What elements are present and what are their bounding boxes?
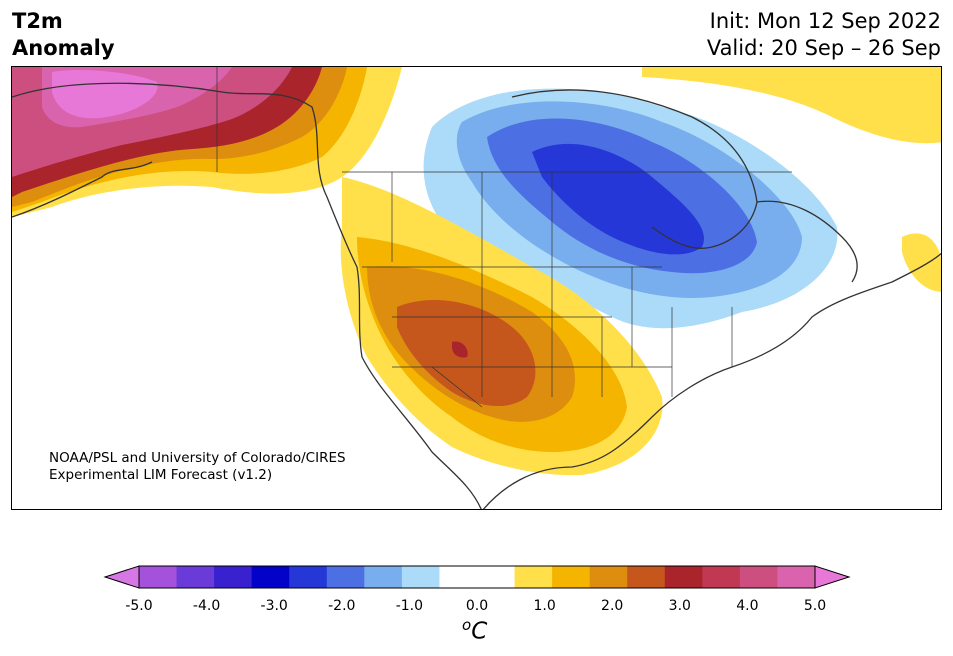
credit-line-2: Experimental LIM Forecast (v1.2) — [49, 467, 273, 483]
cool-anomaly-core — [532, 143, 704, 255]
colorbar-cell — [289, 566, 328, 588]
colorbar-tick-label: 3.0 — [668, 598, 691, 614]
title-line-2: Anomaly — [12, 36, 115, 60]
colorbar-tick-label: -1.0 — [395, 598, 424, 614]
colorbar-min-arrow — [103, 565, 140, 589]
colorbar-cell — [514, 566, 553, 588]
warm-labrador — [902, 233, 941, 292]
colorbar-cell — [777, 566, 816, 588]
degree-sup: o — [462, 616, 472, 634]
colorbar-tick-label: 0.0 — [465, 598, 489, 614]
colorbar-cell — [214, 566, 253, 588]
colorbar-cell — [139, 566, 178, 588]
colorbar-tick-label: -2.0 — [328, 598, 356, 614]
map-title: T2m Anomaly — [12, 8, 115, 62]
valid-dates: Valid: 20 Sep – 26 Sep — [706, 36, 941, 60]
unit-base: C — [471, 618, 488, 645]
colorbar-unit: oC — [462, 616, 487, 645]
colorbar-cell — [627, 566, 666, 588]
warm-greenland — [642, 67, 941, 144]
forecast-credit: NOAA/PSL and University of Colorado/CIRE… — [49, 450, 346, 484]
warm-alaska-core — [52, 70, 158, 119]
init-date: Init: Mon 12 Sep 2022 — [709, 9, 941, 33]
colorbar-outline — [138, 565, 816, 589]
colorbar-cell — [401, 566, 441, 588]
colorbar-cell — [664, 566, 703, 588]
map-canvas — [12, 67, 941, 509]
colorbar-tick-label: -4.0 — [192, 598, 221, 614]
coastlines — [12, 82, 941, 509]
forecast-dates: Init: Mon 12 Sep 2022 Valid: 20 Sep – 26… — [707, 8, 941, 62]
colorbar-cell — [439, 566, 478, 588]
colorbar-tick-label: 1.0 — [533, 598, 556, 614]
warm-west-core — [452, 341, 468, 358]
colorbar-cell — [251, 566, 290, 588]
colorbar-cell — [552, 566, 591, 588]
colorbar-cell — [589, 566, 628, 588]
anomaly-map — [11, 66, 942, 510]
colorbar-cell — [739, 566, 779, 588]
colorbar-cell — [176, 566, 215, 588]
colorbar-cell — [702, 566, 741, 588]
political-borders — [216, 67, 792, 408]
colorbar-tick-label: -3.0 — [260, 598, 288, 614]
colorbar-tick-label: 2.0 — [601, 598, 624, 614]
colorbar-cell — [477, 566, 516, 588]
colorbar-max-arrow — [814, 565, 851, 589]
colorbar-cells — [139, 566, 816, 588]
colorbar-tick-label: 5.0 — [803, 598, 827, 614]
colorbar-tick-label: -5.0 — [125, 598, 153, 614]
colorbar-cell — [364, 566, 403, 588]
credit-line-1: NOAA/PSL and University of Colorado/CIRE… — [49, 450, 346, 466]
colorbar-tick-label: 4.0 — [736, 598, 759, 614]
colorbar-cell — [326, 566, 365, 588]
title-line-1: T2m — [12, 9, 63, 33]
